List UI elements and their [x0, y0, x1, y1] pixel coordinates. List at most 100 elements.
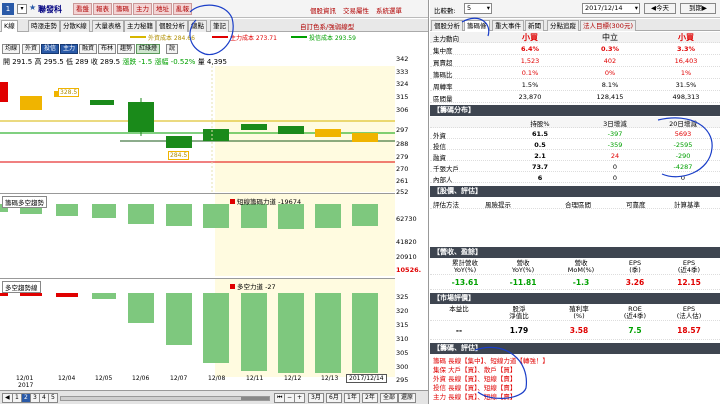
price-tick: 261 — [396, 177, 409, 185]
chevron-down-icon: ▾ — [486, 4, 490, 12]
period-all[interactable]: 全部 — [380, 393, 399, 403]
scrollbar-thumb[interactable] — [241, 397, 269, 400]
revenue-value: -11.81 — [509, 278, 537, 287]
pane3-tick: 295 — [396, 376, 409, 384]
expiry-button[interactable]: 到期▶ — [680, 3, 716, 14]
summary-cell: 1,523 — [520, 57, 540, 65]
rtab-target[interactable]: 法人目標(300元) — [580, 20, 636, 31]
date-field[interactable]: 2017/12/14 ▾ — [582, 3, 640, 14]
tool-button-2[interactable]: 籌碼 — [113, 3, 132, 15]
tool-ma[interactable]: 均線 — [2, 44, 21, 54]
bar — [56, 204, 78, 216]
tool-trust[interactable]: 投信 — [41, 44, 60, 54]
bar — [0, 204, 8, 212]
review-line: 主力 長線【買】、短線【賣】 — [433, 393, 517, 401]
pane3-label[interactable]: 多空趨勢線 — [2, 281, 41, 293]
bar — [278, 293, 304, 373]
tool-button-3[interactable]: 主力 — [133, 3, 152, 15]
chip-cell: 24 — [610, 152, 620, 160]
volume-value: 量 4,395 — [197, 58, 227, 66]
tool-button-5[interactable]: 亂報 — [173, 3, 192, 15]
chip-cell: 0 — [680, 174, 686, 182]
candle-1 — [20, 96, 42, 110]
rtab-news[interactable]: 新聞 — [525, 20, 544, 31]
compare-select[interactable]: 5 ▾ — [464, 3, 492, 14]
trust-cost-label: 投信成本 293.59 — [309, 35, 356, 42]
tool-bollinger[interactable]: 布林 — [98, 44, 117, 54]
bar — [278, 204, 304, 229]
summary-cell: 8.1% — [601, 81, 619, 89]
summary-cell: 3.3% — [676, 45, 696, 53]
market-col: 股淨 淨值比 — [509, 305, 529, 320]
scrollbar[interactable] — [60, 396, 270, 401]
rtab-branch-track[interactable]: 分點追蹤 — [547, 20, 579, 31]
tool-button-0[interactable]: 看盤 — [73, 3, 92, 15]
chip-row-label: 外資 — [433, 132, 446, 140]
bar — [166, 293, 192, 345]
chip-cell: -397 — [607, 130, 623, 138]
today-button[interactable]: ◀今天 — [644, 3, 676, 14]
tool-trend[interactable]: 趨勢 — [117, 44, 136, 54]
page-5[interactable]: 5 — [48, 393, 58, 403]
calendar-dropdown-icon: ▾ — [634, 4, 638, 12]
pane2-label[interactable]: 籌碼多空趨勢 — [2, 196, 47, 208]
top-link-0[interactable]: 個股資訊 — [310, 7, 336, 15]
tool-main[interactable]: 主力 — [60, 44, 79, 54]
summary-cell: 16,403 — [674, 57, 698, 65]
tool-foreign[interactable]: 外資 — [22, 44, 41, 54]
tab-minute-kline[interactable]: 分散K線 — [60, 20, 90, 32]
zoom-in-icon[interactable]: + — [294, 393, 306, 403]
star-icon[interactable]: ★ — [29, 3, 37, 12]
price-tick: 315 — [396, 93, 409, 101]
right-arrow-icon: ▶ — [702, 4, 707, 12]
summary-row: 區間量 23,870 128,415 498,313 — [430, 92, 720, 103]
rtab-chip-bar[interactable]: 籌碼條 — [464, 20, 490, 31]
period-6m[interactable]: 6月 — [326, 393, 342, 403]
dropdown-icon[interactable]: ▾ — [17, 4, 27, 14]
market-col: EPS (法人估) — [676, 305, 702, 320]
price-low-label: 284.5 — [168, 151, 190, 160]
candle-8 — [278, 126, 304, 134]
tool-button-1[interactable]: 報表 — [93, 3, 112, 15]
tool-margin[interactable]: 融資 — [79, 44, 98, 54]
tab-stock-analysis[interactable]: 個股分析 — [156, 20, 188, 32]
eval-header-row: 評估方法 風險提示 合理區間 可靠度 計算基準 — [430, 198, 720, 209]
top-link-1[interactable]: 交易屬性 — [343, 7, 369, 15]
period-2y[interactable]: 2年 — [362, 393, 378, 403]
pane3-indicator-text: 多空力道 -27 — [237, 283, 276, 291]
tab-volume-table[interactable]: 大量表格 — [92, 20, 124, 32]
tab-main-force[interactable]: 主力秘籍 — [124, 20, 156, 32]
tab-trend[interactable]: 時漲走勢 — [28, 20, 60, 32]
date-label: 12/12 — [284, 375, 302, 382]
period-3m[interactable]: 3月 — [308, 393, 324, 403]
review-line: 外資 長線【買】、短線【賣】 — [433, 375, 517, 383]
eval-col: 風險提示 — [485, 201, 511, 209]
title-bar: 1 ▾ ★ 聯發科 看盤 報表 籌碼 主力 地址 亂報 個股資訊 交易屬性 系統… — [0, 0, 428, 18]
pane2-indicator-text: 短線籌碼力道 -19674 — [237, 198, 302, 206]
tab-notes[interactable]: 筆記 — [210, 20, 229, 32]
bull-bear-svg — [0, 279, 395, 377]
tool-traffic-light[interactable]: 紅綠燈 — [136, 44, 161, 54]
revenue-col: EPS (季) — [628, 259, 642, 274]
pane3-tick: 325 — [396, 293, 409, 301]
summary-row-label: 籌碼比 — [433, 71, 453, 79]
top-link-2[interactable]: 系統選單 — [376, 7, 402, 15]
period-restore[interactable]: 還原 — [398, 393, 417, 403]
rtab-stock-analysis[interactable]: 個股分析 — [431, 20, 463, 31]
chip-row: 千張大戶 73.7 0 -4287 — [430, 162, 720, 173]
bar — [128, 204, 154, 224]
bar — [20, 293, 42, 296]
tool-button-4[interactable]: 地址 — [153, 3, 172, 15]
right-toolbar: 比較數: 5 ▾ 2017/12/14 ▾ ◀今天 到期▶ — [430, 0, 720, 18]
summary-cell: 498,313 — [672, 93, 700, 101]
revenue-value: 12.15 — [677, 278, 701, 287]
period-1y[interactable]: 1年 — [344, 393, 360, 403]
summary-cell: 6.4% — [520, 45, 540, 53]
tab-points[interactable]: 總點 — [188, 20, 207, 32]
tool-help[interactable]: 說 — [166, 44, 179, 54]
summary-cell: 1% — [680, 69, 692, 77]
bar — [203, 293, 229, 363]
tab-kline[interactable]: K線 — [1, 20, 18, 32]
rtab-events[interactable]: 重大事件 — [492, 20, 524, 31]
chip-cell: 0 — [612, 163, 618, 171]
